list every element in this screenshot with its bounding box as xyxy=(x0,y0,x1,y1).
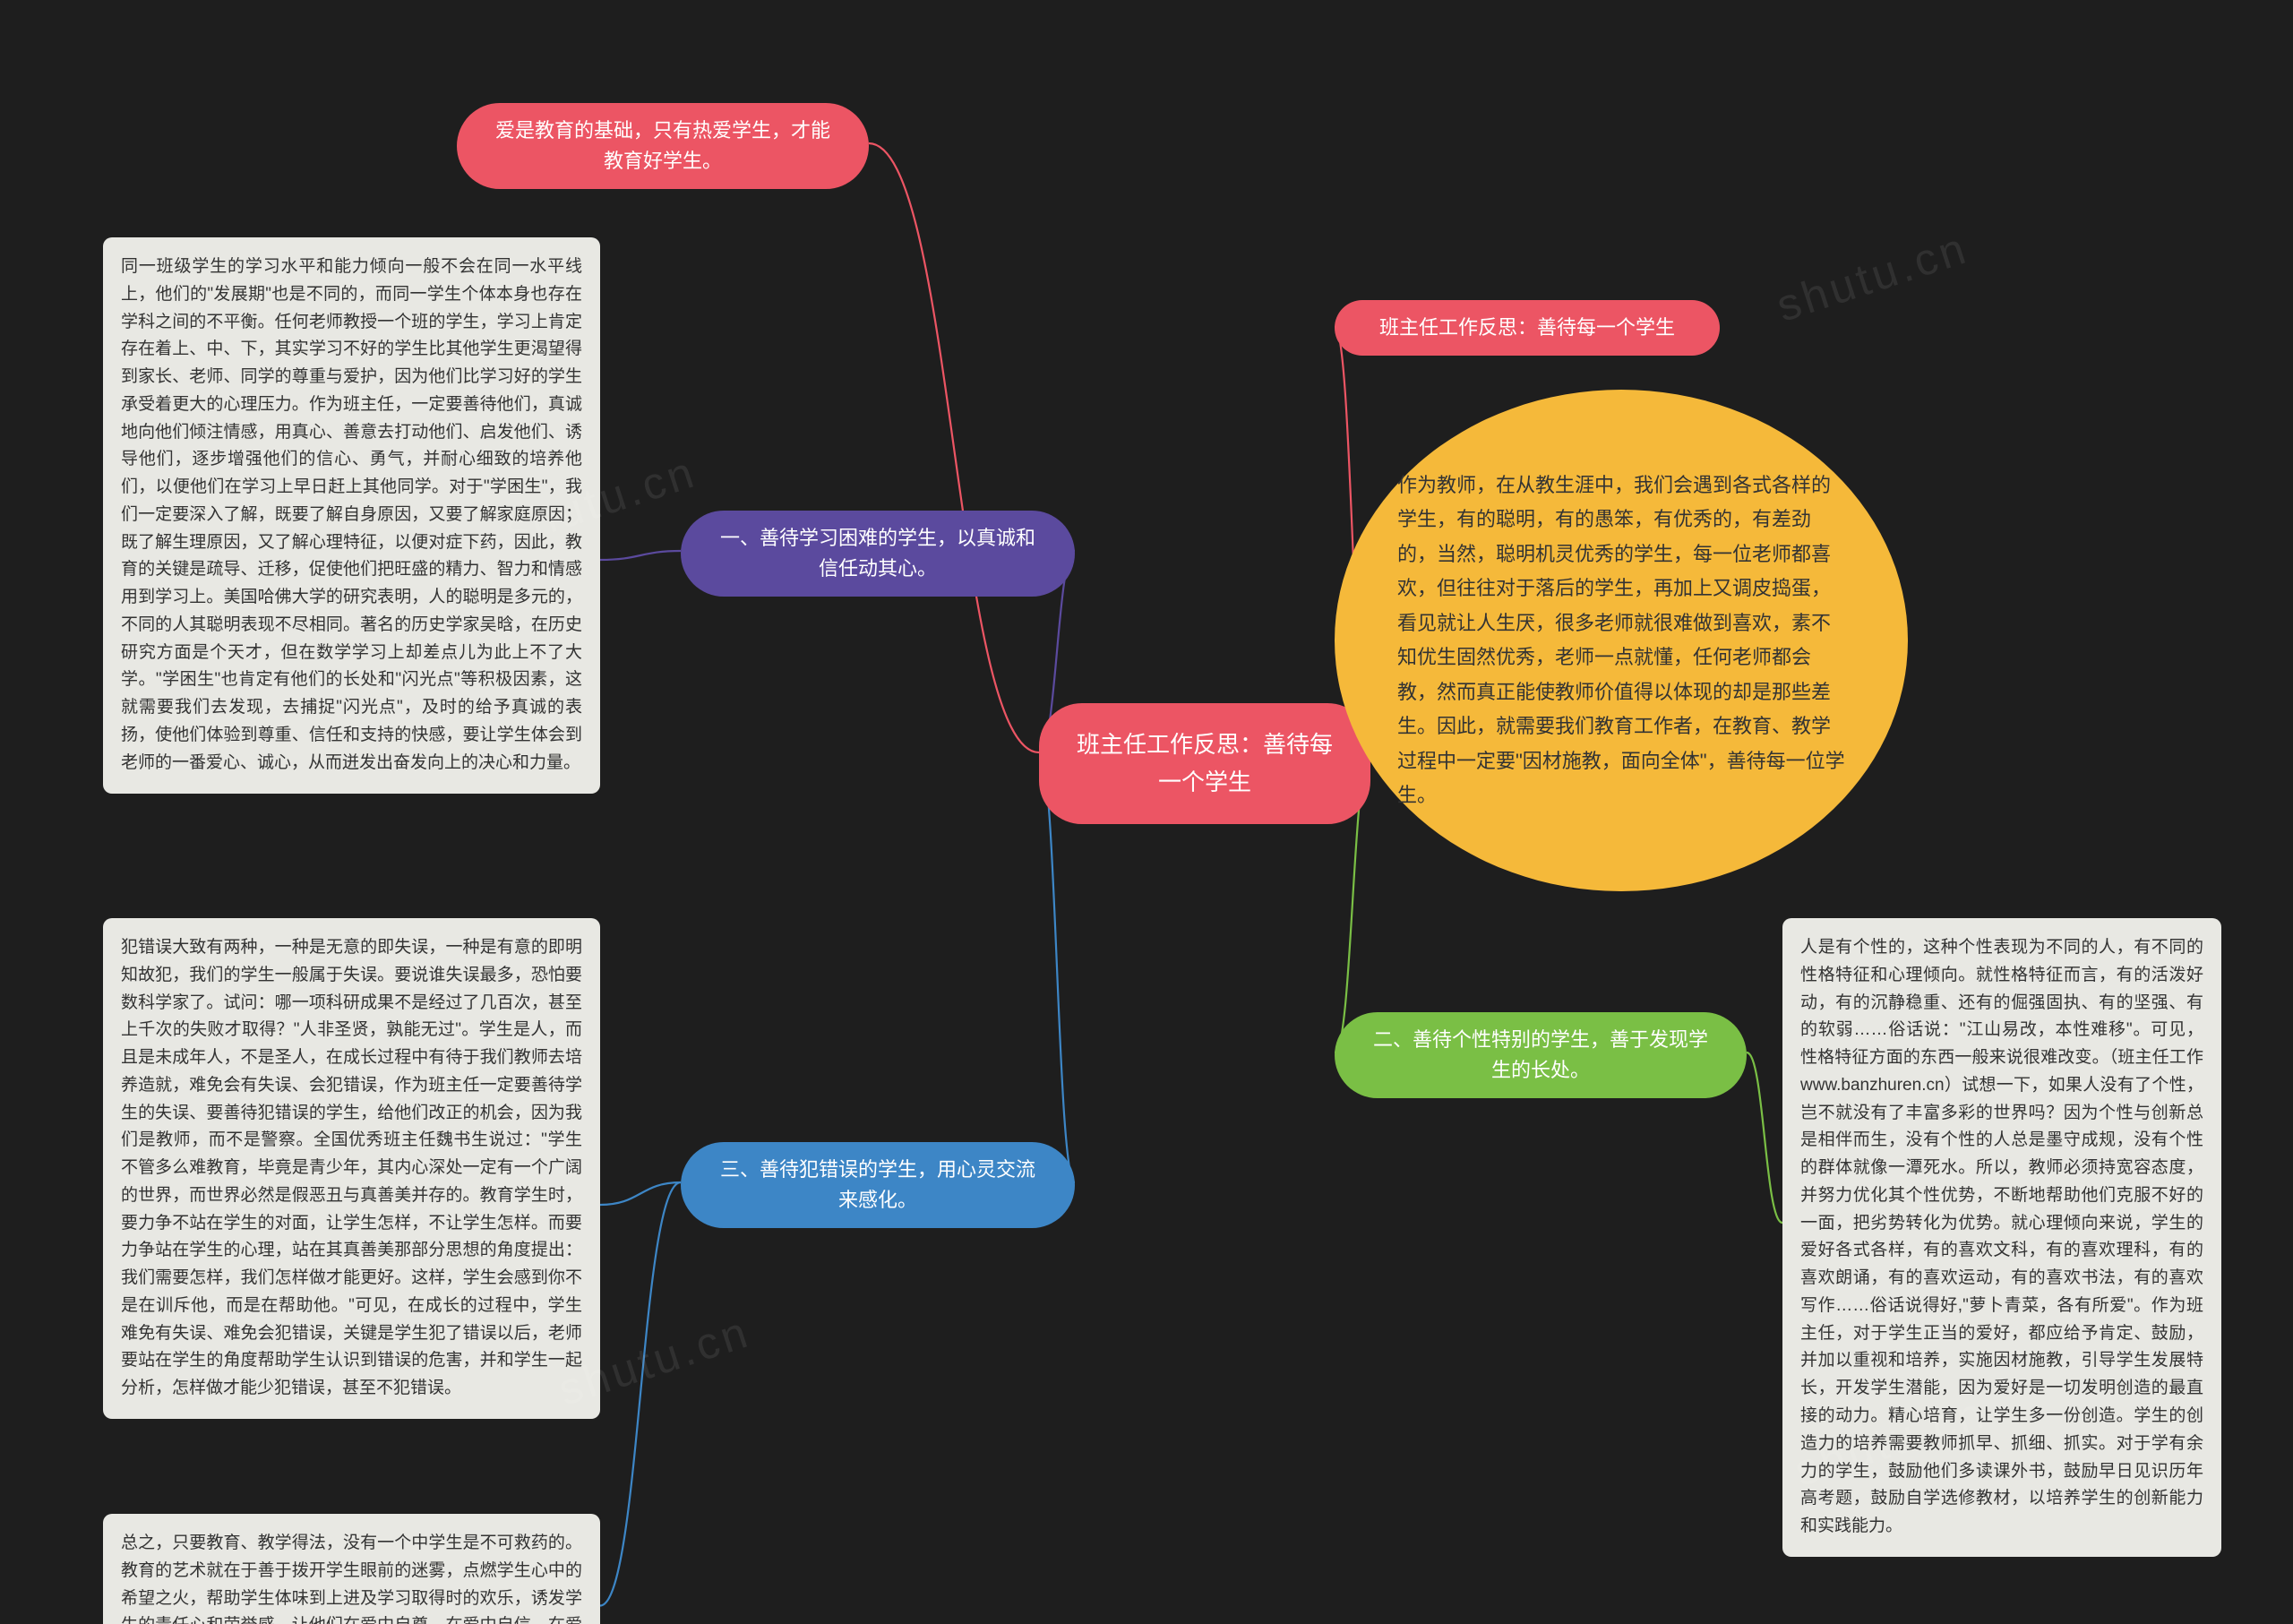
textbox-two: 人是有个性的，这种个性表现为不同的人，有不同的性格特征和心理倾向。就性格特征而言… xyxy=(1782,918,2221,1557)
branch-node-two[interactable]: 二、善待个性特别的学生，善于发现学生的长处。 xyxy=(1335,1012,1747,1098)
textbox-one: 同一班级学生的学习水平和能力倾向一般不会在同一水平线上，他们的"发展期"也是不同… xyxy=(103,237,600,794)
branch-node-title-repeat[interactable]: 班主任工作反思：善待每一个学生 xyxy=(1335,300,1720,356)
textbox-three-b: 总之，只要教育、教学得法，没有一个中学生是不可救药的。教育的艺术就在于善于拨开学… xyxy=(103,1514,600,1624)
branch-node-love[interactable]: 爱是教育的基础，只有热爱学生，才能教育好学生。 xyxy=(457,103,869,189)
center-node[interactable]: 班主任工作反思：善待每一个学生 xyxy=(1039,703,1370,824)
branch-node-three[interactable]: 三、善待犯错误的学生，用心灵交流来感化。 xyxy=(681,1142,1075,1228)
link-path xyxy=(869,143,1039,752)
mindmap-canvas: 树图 shutu.cn shutu.cn shutu.cn shutu.cn 班… xyxy=(0,0,2293,1624)
branch-node-one[interactable]: 一、善待学习困难的学生，以真诚和信任动其心。 xyxy=(681,511,1075,597)
link-path xyxy=(600,551,681,560)
branch-node-context-blob[interactable]: 作为教师，在从教生涯中，我们会遇到各式各样的学生，有的聪明，有的愚笨，有优秀的，… xyxy=(1335,390,1908,891)
textbox-three-a: 犯错误大致有两种，一种是无意的即失误，一种是有意的即明知故犯，我们的学生一般属于… xyxy=(103,918,600,1419)
link-path xyxy=(600,1182,681,1606)
link-path xyxy=(1747,1053,1782,1223)
watermark: shutu.cn xyxy=(1770,221,1974,331)
link-path xyxy=(600,1182,681,1205)
